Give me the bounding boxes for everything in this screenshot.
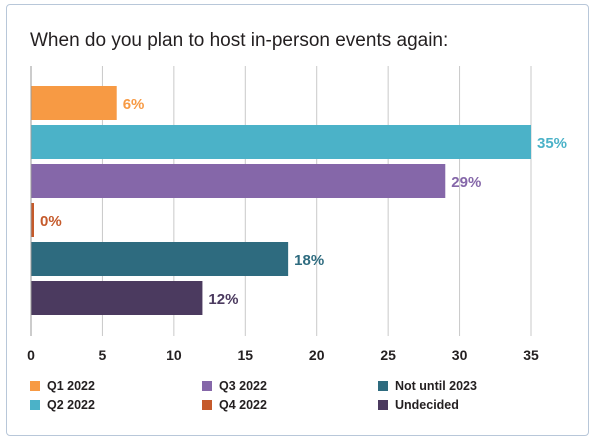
bar-value-label: 0% (40, 213, 62, 230)
legend-item: Q3 2022 (202, 379, 267, 393)
bar (31, 203, 34, 237)
legend-label: Q3 2022 (219, 379, 267, 393)
x-tick-label: 5 (99, 347, 107, 363)
chart-title: When do you plan to host in-person event… (30, 30, 449, 51)
legend-item: Q2 2022 (30, 398, 95, 412)
legend-swatch (30, 381, 40, 391)
x-tick-label: 25 (380, 347, 396, 363)
legend-label: Not until 2023 (395, 379, 477, 393)
bar-value-label: 35% (537, 135, 567, 152)
x-tick-label: 15 (237, 347, 253, 363)
legend-label: Undecided (395, 398, 459, 412)
legend-item: Not until 2023 (378, 379, 477, 393)
x-tick-label: 20 (309, 347, 325, 363)
legend-swatch (202, 400, 212, 410)
legend-label: Q4 2022 (219, 398, 267, 412)
legend-item: Q4 2022 (202, 398, 267, 412)
chart-frame (6, 4, 589, 436)
x-tick-label: 30 (452, 347, 468, 363)
bar (31, 281, 203, 315)
bar-value-label: 6% (123, 96, 145, 113)
x-tick-label: 35 (523, 347, 539, 363)
legend-item: Undecided (378, 398, 459, 412)
legend-swatch (30, 400, 40, 410)
bar (31, 242, 289, 276)
x-tick-label: 0 (27, 347, 35, 363)
bar-value-label: 12% (208, 291, 238, 308)
bar (31, 86, 117, 120)
legend-label: Q1 2022 (47, 379, 95, 393)
bar (31, 164, 446, 198)
legend-label: Q2 2022 (47, 398, 95, 412)
bar (31, 125, 531, 159)
legend-swatch (378, 381, 388, 391)
x-tick-label: 10 (166, 347, 182, 363)
legend-item: Q1 2022 (30, 379, 95, 393)
legend-swatch (378, 400, 388, 410)
bar-value-label: 29% (451, 174, 481, 191)
legend-swatch (202, 381, 212, 391)
bar-value-label: 18% (294, 252, 324, 269)
chart-legend: Q1 2022 Q2 2022 Q3 2022 Q4 2022 Not until 20… (30, 379, 570, 419)
